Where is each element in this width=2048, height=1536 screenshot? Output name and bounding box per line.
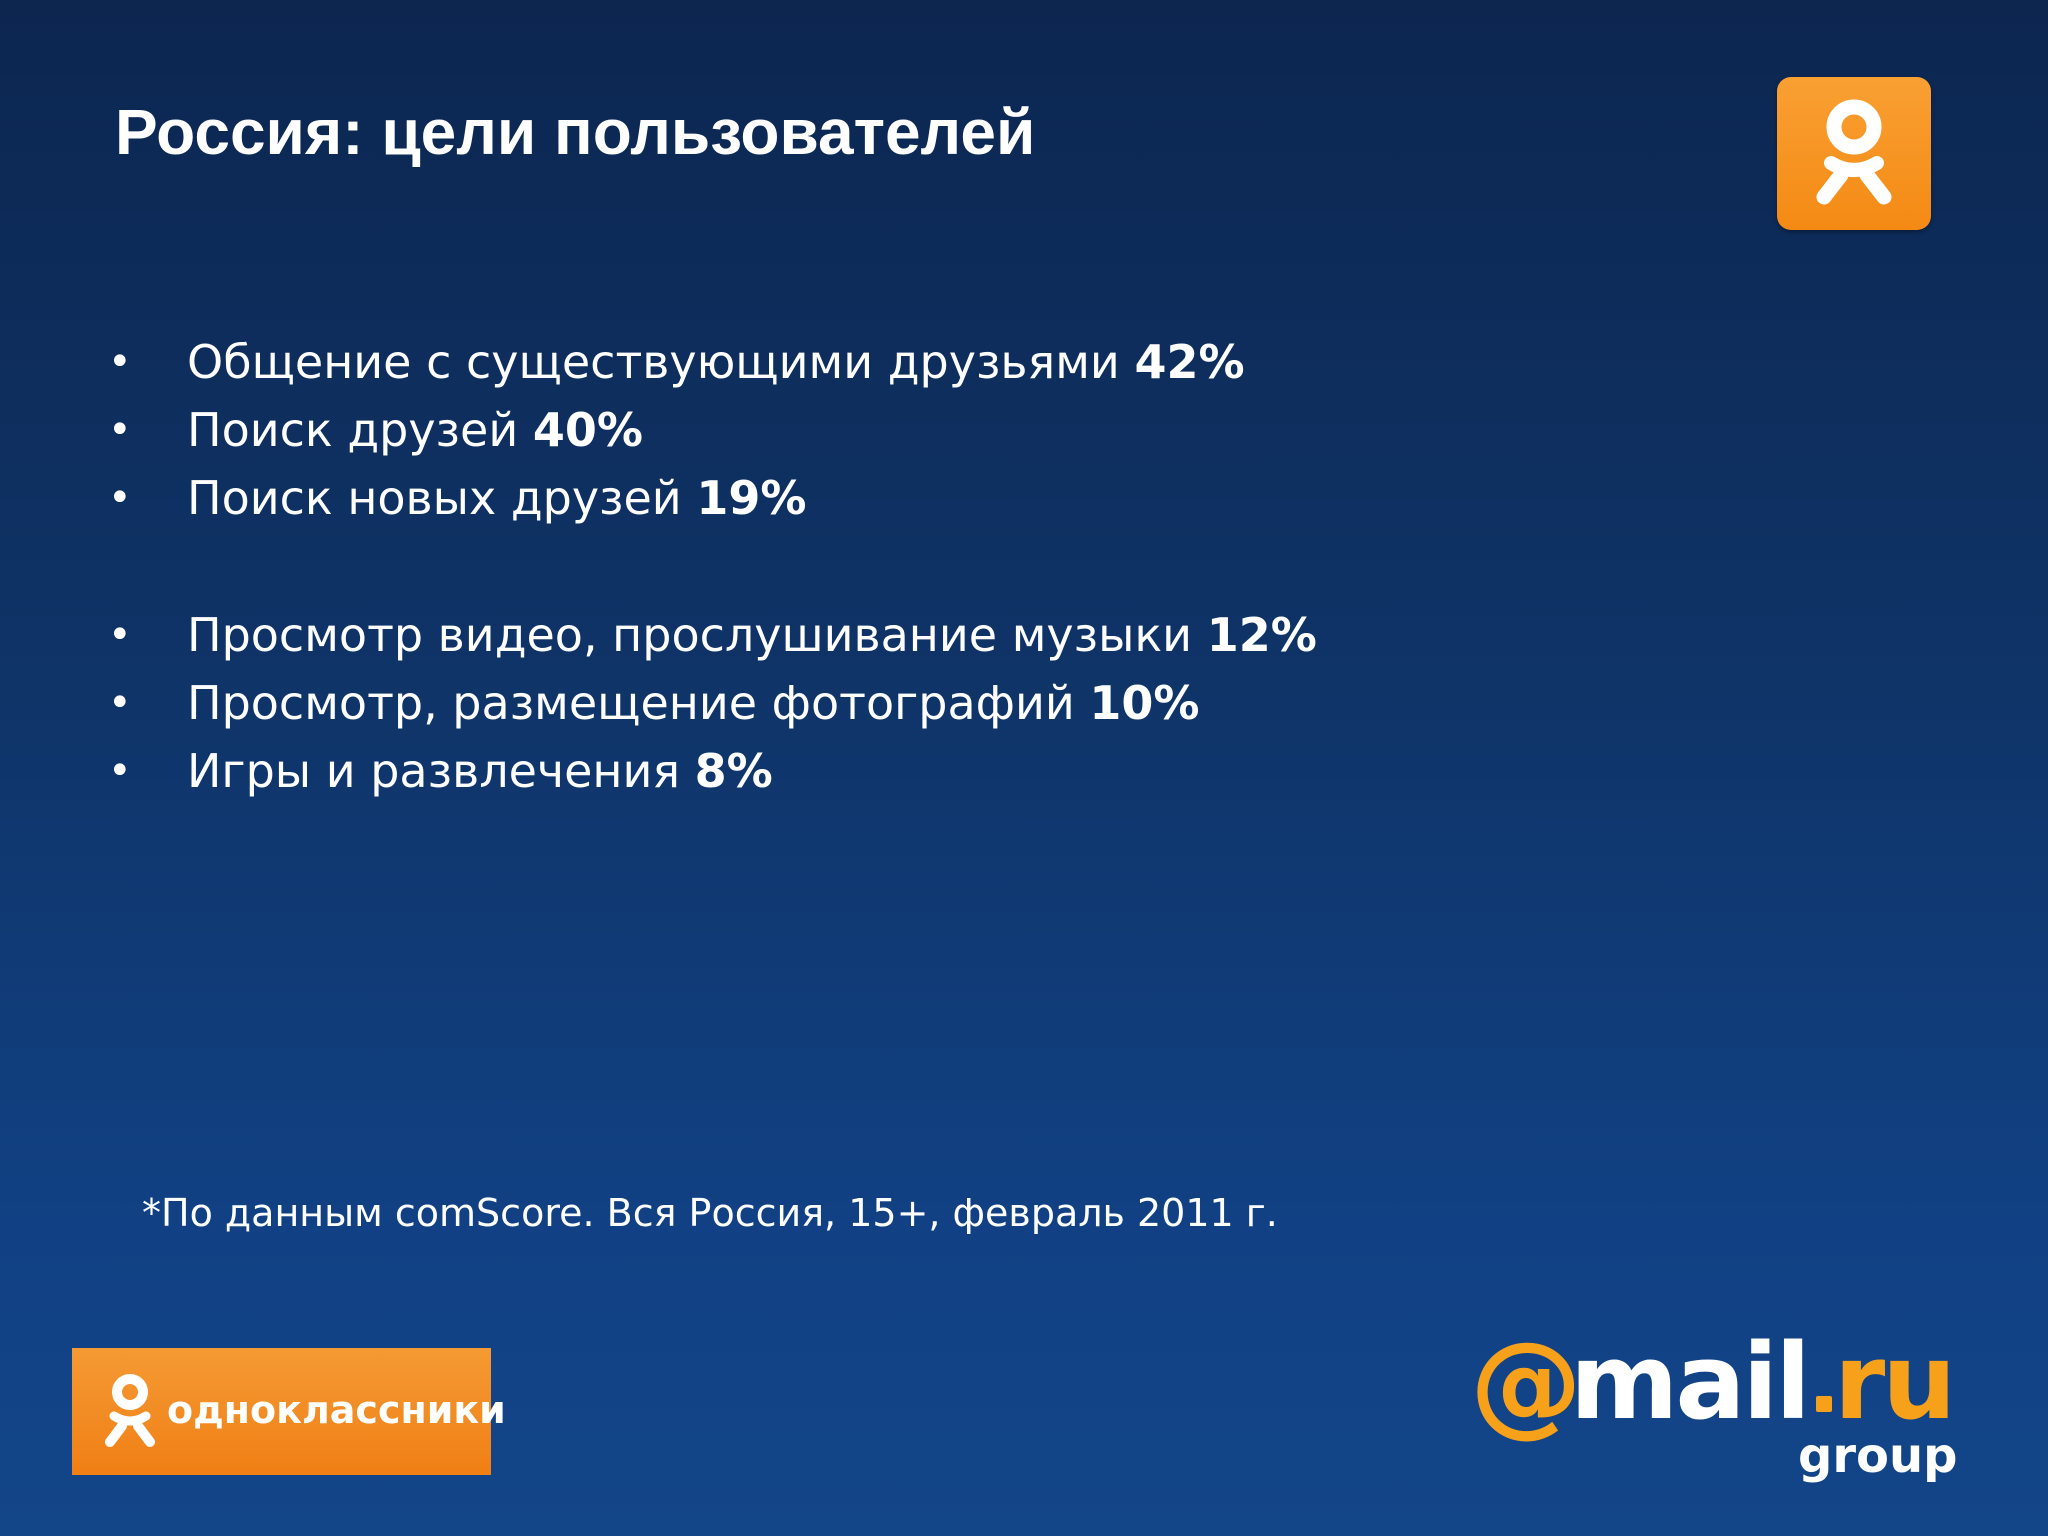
bullet-dot: • (108, 680, 132, 726)
mailru-dot (1816, 1396, 1832, 1412)
bullet-text: Поиск новых друзей 19% (187, 464, 806, 532)
bullet-text: Просмотр видео, прослушивание музыки 12% (187, 601, 1317, 669)
odnoklassniki-logo (1777, 77, 1931, 230)
odnoklassniki-badge: одноклассники (72, 1348, 506, 1475)
bullet-dot: • (108, 339, 132, 385)
bullet-label: Общение с существующими друзьями (187, 335, 1120, 389)
bullet-label: Поиск друзей (187, 403, 519, 457)
bullet-text: Общение с существующими друзьями 42% (187, 328, 1245, 396)
bullet-text: Игры и развлечения 8% (187, 737, 773, 805)
bullet-value: 10% (1089, 676, 1200, 730)
mailru-word: mail (1570, 1321, 1811, 1443)
bullet-value: 19% (696, 471, 807, 525)
footnote: *По данным comScore. Вся Россия, 15+, фе… (142, 1191, 1278, 1235)
mailru-ru: ru (1834, 1321, 1956, 1443)
mailru-group-word: group (1798, 1428, 1958, 1484)
mailru-group-logo: @ mail ru group (1470, 1322, 1958, 1484)
bullet-text: Просмотр, размещение фотографий 10% (187, 669, 1200, 737)
bullet-label: Просмотр видео, прослушивание музыки (187, 608, 1193, 662)
bullet-value: 8% (694, 744, 773, 798)
bullet-dot: • (108, 407, 132, 453)
odnoklassniki-icon (1816, 99, 1892, 205)
bullet-label: Поиск новых друзей (187, 471, 682, 525)
bullet-dot: • (108, 475, 132, 521)
bullet-value: 42% (1134, 335, 1245, 389)
mailru-at-sign: @ (1470, 1319, 1582, 1449)
bullet-value: 12% (1206, 608, 1317, 662)
bullet-value: 40% (532, 403, 643, 457)
slide-title: Россия: цели пользователей (115, 96, 1036, 168)
bullet-dot: • (108, 748, 132, 794)
odnoklassniki-wordmark: одноклассники (167, 1388, 506, 1432)
bullet-dot: • (108, 612, 132, 658)
bullet-label: Игры и развлечения (187, 744, 681, 798)
bullet-text: Поиск друзей 40% (187, 396, 643, 464)
odnoklassniki-small-icon (105, 1374, 155, 1447)
bullet-label: Просмотр, размещение фотографий (187, 676, 1075, 730)
